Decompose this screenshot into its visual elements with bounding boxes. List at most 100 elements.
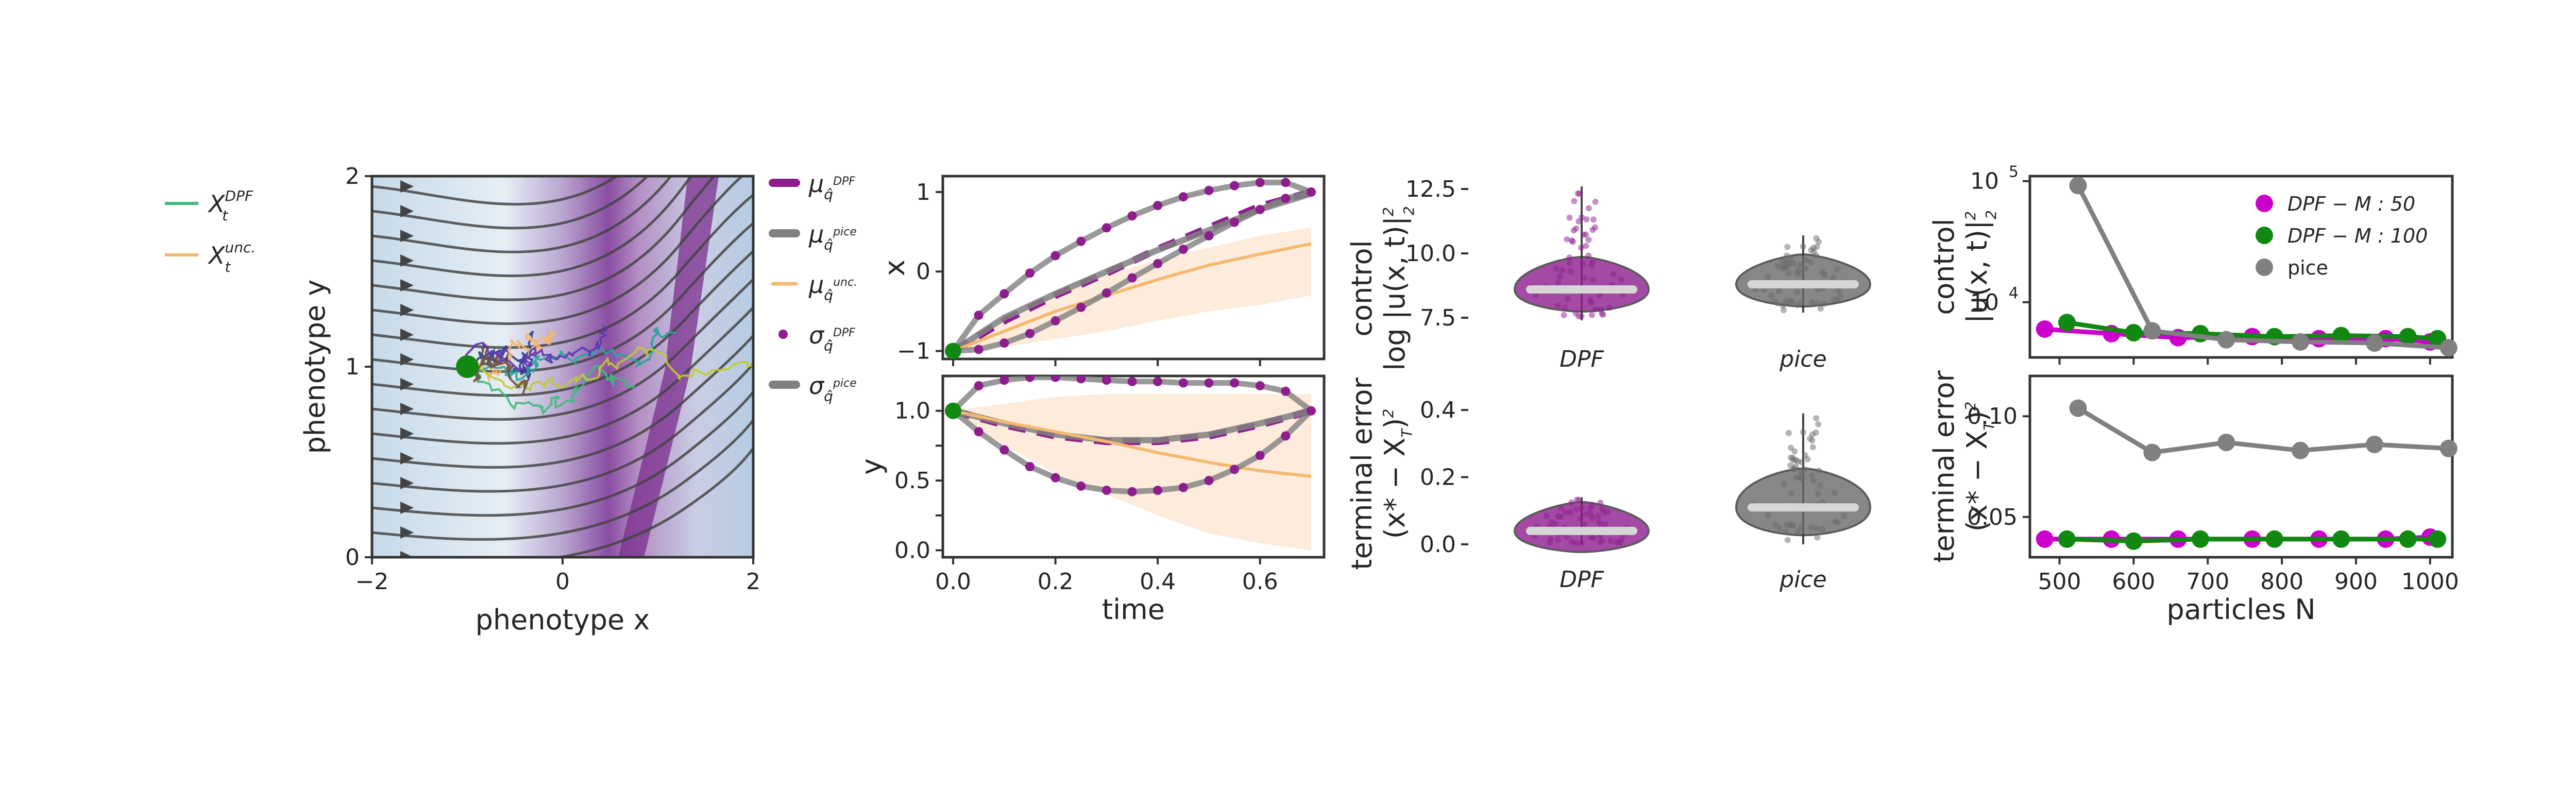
panel-d-violin-body <box>1513 255 1650 313</box>
panel-a-stream-arrow <box>400 279 414 291</box>
panel-d-violin-point <box>1815 300 1821 306</box>
panel-e-violin-point <box>1809 444 1816 451</box>
panel-d-violin-point <box>1578 313 1585 320</box>
panel-a-streamline <box>372 305 753 445</box>
panel-d-violin-point <box>1575 218 1582 225</box>
panel-c-xtick-label: 0.4 <box>1140 569 1176 595</box>
panel-e-violin-point <box>1787 522 1794 528</box>
panel-b-dpf-sigma-dot <box>1127 273 1137 283</box>
panel-a-stream-arrow <box>400 230 414 242</box>
panel-a-trajectory <box>461 325 608 372</box>
panel-g-series-point <box>2217 434 2235 452</box>
panel-e-violin-point <box>1832 518 1838 525</box>
panel-g-series-point <box>2265 530 2283 548</box>
panel-c-unc-mean-line <box>953 409 1312 478</box>
panel-e-violin-point <box>1841 512 1848 519</box>
panel-f-legend-marker <box>2256 195 2273 212</box>
panel-d-ytick-label: 12.5 <box>1405 176 1456 202</box>
panel-e-yticks: 0.0 0.2 0.4 <box>1420 397 1468 558</box>
panel-f-series-point <box>2332 327 2350 345</box>
panel-e-violin-point <box>1581 521 1587 528</box>
panel-f-series-point <box>2036 320 2054 338</box>
panel-d-violin-point <box>1562 304 1568 311</box>
panel-f-series-point <box>2439 339 2458 357</box>
panel-c-ylabel: y <box>855 458 888 475</box>
panel-d-violin-point <box>1795 266 1802 273</box>
panel-c-pice-mean-line <box>952 407 1312 443</box>
panel-c-yticks: 0.0 0.5 1.0 <box>894 398 943 563</box>
panel-d-ytick-label: 7.5 <box>1420 305 1456 331</box>
panel-g-xlabel: particles N <box>2166 593 2315 626</box>
panel-a-streamline <box>372 418 753 541</box>
panel-e-violin-point <box>1562 509 1569 516</box>
panel-c-frame <box>941 374 1326 559</box>
legend-bc-marker-dot <box>778 330 788 339</box>
panel-d-violin-point <box>1564 236 1570 243</box>
panel-b-ylabel: x <box>878 260 911 276</box>
panel-a-ytick-label: 2 <box>345 163 360 190</box>
panel-b-ytick-label: 1 <box>916 179 930 205</box>
panel-d-violin-point <box>1580 261 1586 267</box>
panel-d-violin-point <box>1787 254 1794 261</box>
panel-g-ytick-label: 0.05 <box>1967 504 2018 530</box>
panel-d-violin-point <box>1835 287 1842 294</box>
panel-d-violin-point <box>1585 236 1592 243</box>
panel-c-dpf-sigma-dot <box>1255 381 1265 390</box>
panel-e-ylabel-line2: (x* − XT)2 <box>1379 409 1415 539</box>
panel-c-dpf-sigma-dot <box>1281 386 1291 396</box>
panel-f-ytick-label: 10 <box>1970 168 1999 195</box>
panel-e-violin-point <box>1816 468 1822 474</box>
panel-d-violin-point <box>1589 259 1596 266</box>
panel-g-series-point <box>2191 530 2209 548</box>
panel-a-stream-arrow <box>400 452 414 465</box>
panel-c-xtick-label: 0.0 <box>935 569 971 595</box>
panel-e-violin-point <box>1784 537 1791 543</box>
panel-g-xtick-label: 1000 <box>2401 569 2459 595</box>
panel-d-violin-point <box>1583 231 1589 238</box>
panel-f-series-point <box>2365 334 2383 352</box>
panel-b-unc-band <box>953 228 1311 351</box>
panel-g-series-point <box>2125 532 2143 550</box>
panel-c-dpf-sigma-dot <box>1127 487 1137 496</box>
panel-d-violin-point <box>1821 300 1827 307</box>
panel-e-violin-point <box>1765 512 1771 519</box>
panel-a-ytick-label: 0 <box>345 544 360 571</box>
panel-e-violin-point <box>1602 521 1608 527</box>
legend-dpf-label: XDPF t <box>208 187 253 224</box>
panel-f-ytick-label: 10 <box>1970 289 1999 316</box>
legend-bc-label: μq̂DPF <box>808 170 855 203</box>
panel-d-violin-point <box>1798 261 1804 268</box>
panel-d-violin-point <box>1568 237 1575 244</box>
panel-a-streamline <box>372 176 619 206</box>
panel-f-ylabel-line1: control <box>1928 218 1960 315</box>
panel-d-violin-point <box>1566 254 1573 261</box>
panel-a-streamline <box>372 389 753 517</box>
panel-d-violin-point <box>1581 275 1587 281</box>
panel-f-series-point <box>2058 314 2076 332</box>
panel-c-xtick-label: 0.6 <box>1242 569 1278 595</box>
panel-a-phase-portrait: XDPF t Xunc. t −2 0 2 012 phenotype x phenot… <box>165 163 760 636</box>
panel-c-dpf-sigma-dot <box>1050 376 1060 382</box>
panel-b-ytick-label: −1 <box>897 338 930 365</box>
panel-b-dpf-sigma-dot <box>1281 178 1291 187</box>
panel-c-dpf-sigma-dot <box>1204 378 1214 388</box>
panel-e-violin-point <box>1567 509 1574 516</box>
panel-d-violin-point <box>1837 293 1844 299</box>
panel-c-dpf-sigma-dot <box>1281 431 1291 441</box>
panel-d-violin-point <box>1583 243 1589 249</box>
panel-e-violin-point <box>1814 534 1821 541</box>
panel-d-violin-point <box>1566 260 1573 266</box>
legend-bc-label: μq̂unc. <box>808 271 857 304</box>
panel-e-violin-point <box>1575 496 1582 503</box>
panel-e-violin-point <box>1801 466 1808 473</box>
panel-a-stream-arrow <box>400 378 414 390</box>
panel-e-violin-point <box>1544 512 1550 519</box>
panel-c-y-vs-time: 0.0 0.5 1.0 0.0 0.2 0.4 0.6 time y <box>855 374 1326 626</box>
panel-a-streamline <box>372 445 753 557</box>
panel-d-violin-point <box>1831 296 1837 302</box>
panel-d-violin-point <box>1585 252 1592 259</box>
panel-d-violin-point <box>1583 216 1590 222</box>
panel-d-violin-point <box>1588 312 1595 318</box>
panel-a-xticks: −2 0 2 <box>355 557 760 595</box>
panel-f-series-point <box>2143 322 2161 340</box>
